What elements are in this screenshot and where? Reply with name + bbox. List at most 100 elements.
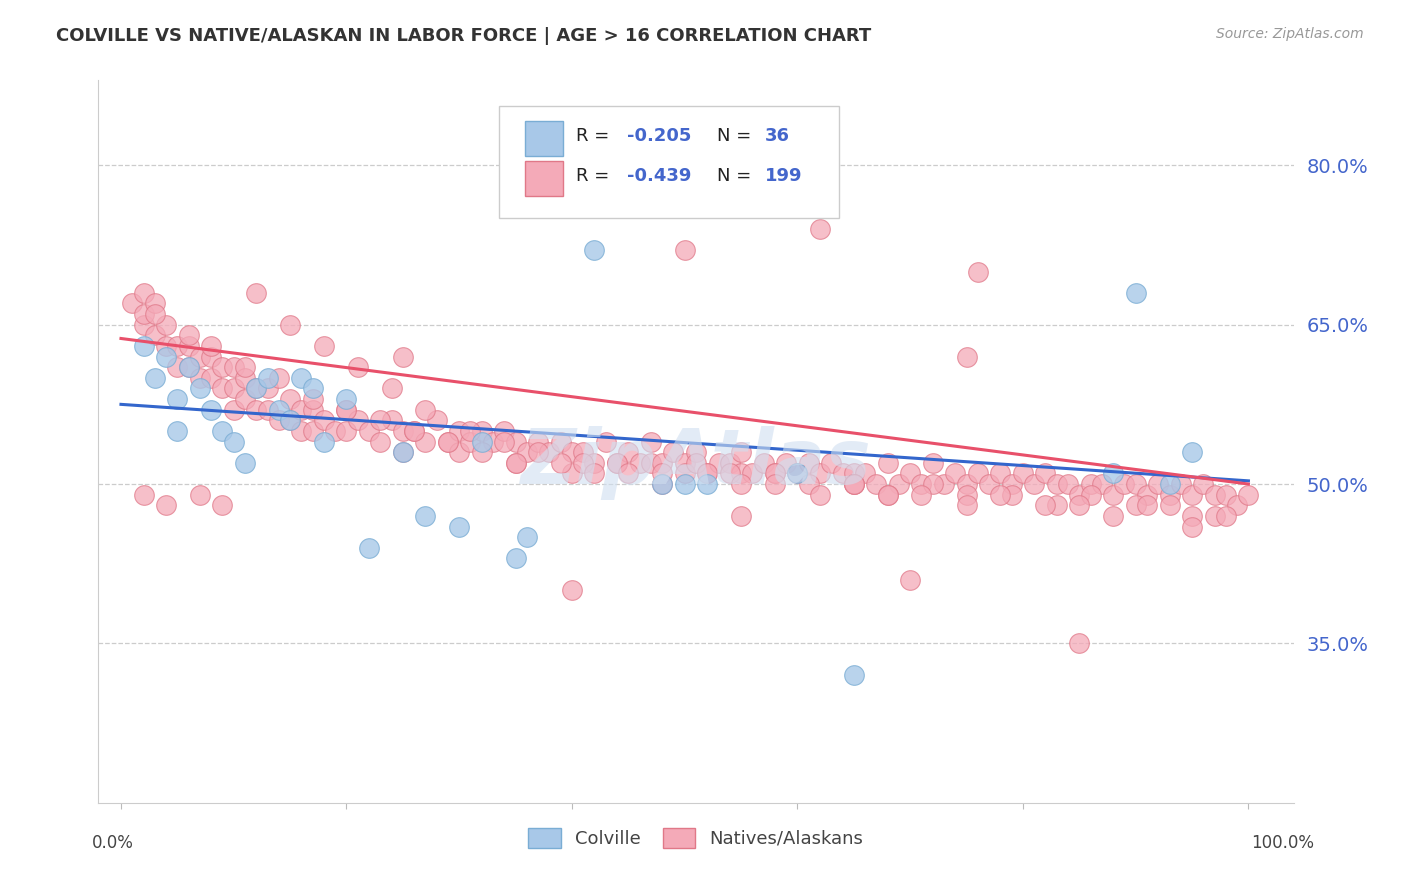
Point (550, 456, 572, 470)
Point (368, 413, 391, 427)
Point (143, 371, 166, 385)
Point (211, 360, 233, 375)
Point (188, 488, 211, 502)
Point (155, 318, 177, 332)
Point (1215, 508, 1237, 523)
Point (1102, 508, 1125, 523)
Point (211, 424, 233, 438)
Point (1181, 488, 1204, 502)
Point (955, 488, 977, 502)
Point (808, 488, 831, 502)
Point (538, 190, 561, 204)
Point (910, 488, 932, 502)
Point (1125, 498, 1147, 512)
Point (200, 350, 222, 364)
Point (1181, 519, 1204, 533)
Point (1069, 636, 1091, 650)
Point (763, 467, 786, 481)
Point (606, 456, 628, 470)
Point (233, 371, 256, 385)
Point (1226, 498, 1249, 512)
Point (977, 477, 1000, 491)
Text: -0.439: -0.439 (627, 168, 690, 186)
Point (527, 434, 550, 449)
Point (392, 424, 415, 438)
Point (471, 424, 494, 438)
Point (200, 339, 222, 353)
Point (820, 456, 842, 470)
Point (876, 488, 898, 502)
Point (132, 307, 155, 321)
Point (876, 488, 898, 502)
Point (1159, 477, 1181, 491)
Point (312, 413, 335, 427)
Point (606, 456, 628, 470)
Point (673, 467, 696, 481)
Point (572, 445, 595, 459)
Point (898, 467, 921, 481)
Point (1012, 467, 1035, 481)
Point (121, 296, 143, 310)
Point (583, 467, 606, 481)
Point (932, 477, 955, 491)
Point (1159, 488, 1181, 502)
Point (797, 477, 820, 491)
Point (368, 434, 391, 449)
Point (842, 477, 865, 491)
Point (775, 456, 797, 470)
Point (426, 413, 449, 427)
Point (505, 456, 527, 470)
Point (640, 434, 662, 449)
Point (392, 445, 415, 459)
Point (245, 402, 267, 417)
Point (853, 467, 876, 481)
Point (1057, 477, 1080, 491)
Point (1192, 477, 1215, 491)
Point (516, 445, 538, 459)
Point (808, 222, 831, 236)
Point (572, 456, 595, 470)
Point (1237, 488, 1260, 502)
Point (415, 434, 437, 449)
Legend: Colville, Natives/Alaskans: Colville, Natives/Alaskans (522, 821, 870, 855)
Point (662, 445, 685, 459)
Point (415, 508, 437, 523)
Point (673, 244, 696, 258)
Point (200, 371, 222, 385)
Point (335, 424, 357, 438)
Point (143, 328, 166, 343)
Point (222, 381, 245, 395)
Point (1159, 498, 1181, 512)
Point (188, 371, 211, 385)
Point (651, 456, 673, 470)
Point (595, 434, 617, 449)
Point (449, 445, 471, 459)
Point (955, 477, 977, 491)
Point (256, 371, 278, 385)
Point (887, 477, 910, 491)
Point (718, 467, 741, 481)
Point (166, 392, 188, 406)
Point (685, 456, 707, 470)
Point (301, 381, 323, 395)
Text: ZipAtlas: ZipAtlas (520, 426, 872, 500)
Point (1046, 477, 1069, 491)
Point (651, 467, 673, 481)
Point (1046, 498, 1069, 512)
Text: N =: N = (717, 168, 758, 186)
Point (278, 413, 301, 427)
Point (741, 467, 763, 481)
Point (188, 381, 211, 395)
Point (842, 477, 865, 491)
Point (808, 467, 831, 481)
Point (278, 392, 301, 406)
Point (707, 456, 730, 470)
Point (583, 244, 606, 258)
Point (346, 360, 368, 375)
Point (312, 434, 335, 449)
Point (831, 467, 853, 481)
Point (290, 371, 312, 385)
Point (990, 467, 1012, 481)
Point (301, 402, 323, 417)
Point (256, 402, 278, 417)
